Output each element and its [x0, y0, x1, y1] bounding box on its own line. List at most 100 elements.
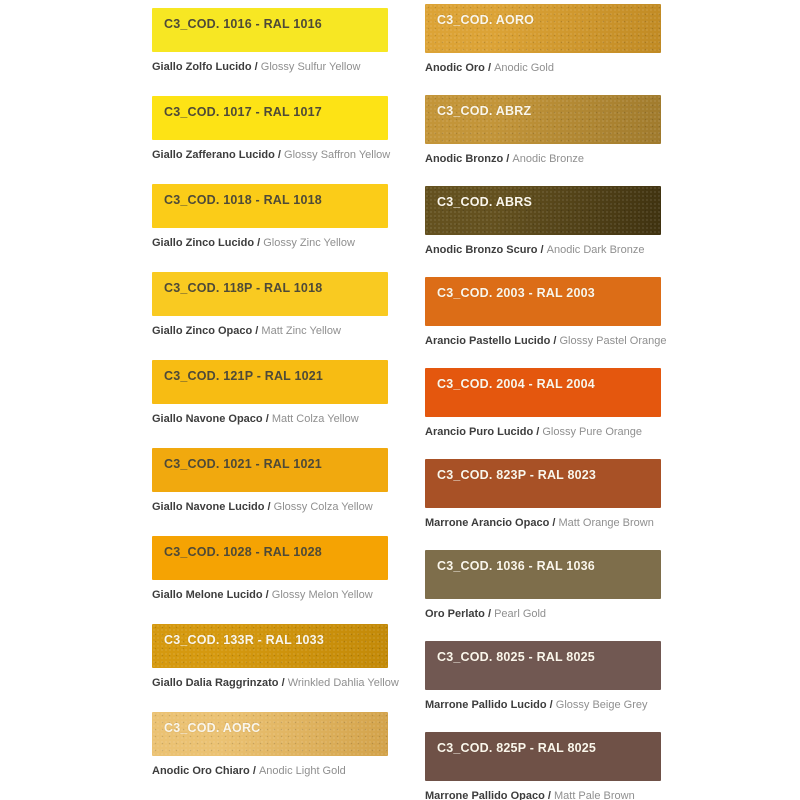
caption-italian: Giallo Zinco Lucido — [152, 237, 255, 249]
swatch-code-label: C3_COD. AORC — [164, 721, 261, 735]
color-swatch: C3_COD. ABRS — [425, 186, 661, 235]
swatch-caption: Giallo Zinco Opaco / Matt Zinc Yellow — [152, 324, 388, 339]
caption-italian: Marrone Pallido Lucido — [425, 699, 547, 711]
swatch-code-label: C3_COD. 133R - RAL 1033 — [164, 633, 324, 647]
color-swatch: C3_COD. 118P - RAL 1018 — [152, 272, 388, 316]
swatch-caption: Anodic Bronzo Scuro / Anodic Dark Bronze — [425, 243, 661, 258]
swatch-row: C3_COD. 133R - RAL 1033 Giallo Dalia Rag… — [152, 624, 399, 691]
swatch-row: C3_COD. 1018 - RAL 1018 Giallo Zinco Luc… — [152, 184, 388, 251]
caption-separator: / — [262, 413, 272, 425]
swatch-row: C3_COD. AORO Anodic Oro / Anodic Gold — [425, 4, 661, 76]
caption-italian: Giallo Navone Lucido — [152, 501, 265, 513]
color-swatch: C3_COD. 2004 - RAL 2004 — [425, 368, 661, 417]
caption-english: Glossy Melon Yellow — [271, 589, 373, 601]
swatch-row: C3_COD. 1028 - RAL 1028 Giallo Melone Lu… — [152, 536, 388, 603]
caption-italian: Giallo Zinco Opaco — [152, 325, 253, 337]
caption-english: Anodic Gold — [494, 62, 554, 74]
swatch-caption: Anodic Oro Chiaro / Anodic Light Gold — [152, 764, 388, 779]
caption-separator: / — [249, 765, 259, 777]
swatch-code-label: C3_COD. 1028 - RAL 1028 — [164, 545, 322, 559]
swatch-caption: Anodic Oro / Anodic Gold — [425, 61, 661, 76]
caption-english: Anodic Dark Bronze — [546, 244, 645, 256]
caption-separator: / — [537, 244, 547, 256]
caption-italian: Anodic Bronzo Scuro — [425, 244, 538, 256]
caption-english: Glossy Pastel Orange — [559, 335, 667, 347]
swatch-row: C3_COD. 1017 - RAL 1017 Giallo Zafferano… — [152, 96, 390, 163]
swatch-caption: Marrone Pallido Lucido / Glossy Beige Gr… — [425, 698, 661, 713]
caption-english: Anodic Bronze — [512, 153, 584, 165]
caption-english: Matt Pale Brown — [553, 790, 635, 800]
caption-english: Glossy Beige Grey — [555, 699, 648, 711]
swatch-caption: Giallo Zafferano Lucido / Glossy Saffron… — [152, 148, 390, 163]
caption-english: Matt Colza Yellow — [271, 413, 359, 425]
swatch-code-label: C3_COD. 1016 - RAL 1016 — [164, 17, 322, 31]
caption-italian: Anodic Bronzo — [425, 153, 504, 165]
caption-separator: / — [484, 62, 495, 74]
color-swatch: C3_COD. 1028 - RAL 1028 — [152, 536, 388, 580]
caption-italian: Giallo Zafferano Lucido — [152, 149, 275, 161]
caption-english: Pearl Gold — [494, 608, 547, 620]
swatch-caption: Marrone Arancio Opaco / Matt Orange Brow… — [425, 516, 661, 531]
caption-separator: / — [254, 237, 264, 249]
caption-italian: Marrone Arancio Opaco — [425, 517, 550, 529]
swatch-row: C3_COD. AORC Anodic Oro Chiaro / Anodic … — [152, 712, 388, 779]
caption-italian: Giallo Melone Lucido — [152, 589, 263, 601]
swatch-row: C3_COD. 1036 - RAL 1036 Oro Perlato / Pe… — [425, 550, 661, 622]
swatch-code-label: C3_COD. 825P - RAL 8025 — [437, 741, 597, 755]
caption-separator: / — [484, 608, 495, 620]
caption-separator: / — [252, 325, 262, 337]
swatch-code-label: C3_COD. 1021 - RAL 1021 — [164, 457, 322, 471]
caption-separator: / — [546, 699, 556, 711]
swatch-caption: Anodic Bronzo / Anodic Bronze — [425, 152, 661, 167]
swatch-caption: Giallo Melone Lucido / Glossy Melon Yell… — [152, 588, 388, 603]
swatch-code-label: C3_COD. 121P - RAL 1021 — [164, 369, 324, 383]
swatch-row: C3_COD. 2003 - RAL 2003 Arancio Pastello… — [425, 277, 666, 349]
caption-italian: Giallo Navone Opaco — [152, 413, 263, 425]
caption-italian: Arancio Puro Lucido — [425, 426, 534, 438]
swatch-caption: Marrone Pallido Opaco / Matt Pale Brown — [425, 789, 661, 800]
color-swatch: C3_COD. 8025 - RAL 8025 — [425, 641, 661, 690]
caption-separator: / — [544, 790, 554, 800]
swatch-code-label: C3_COD. 2004 - RAL 2004 — [437, 377, 595, 391]
color-swatch: C3_COD. 1036 - RAL 1036 — [425, 550, 661, 599]
caption-separator: / — [533, 426, 543, 438]
caption-italian: Anodic Oro — [425, 62, 485, 74]
swatch-row: C3_COD. 1021 - RAL 1021 Giallo Navone Lu… — [152, 448, 388, 515]
swatch-caption: Giallo Dalia Raggrinzato / Wrinkled Dahl… — [152, 676, 399, 691]
swatch-code-label: C3_COD. 1036 - RAL 1036 — [437, 559, 595, 573]
caption-english: Glossy Sulfur Yellow — [260, 61, 361, 73]
caption-english: Anodic Light Gold — [258, 765, 346, 777]
swatch-caption: Giallo Zinco Lucido / Glossy Zinc Yellow — [152, 236, 388, 251]
color-swatch: C3_COD. ABRZ — [425, 95, 661, 144]
caption-separator: / — [264, 501, 274, 513]
caption-english: Glossy Pure Orange — [542, 426, 643, 438]
color-swatch: C3_COD. 825P - RAL 8025 — [425, 732, 661, 781]
caption-english: Matt Zinc Yellow — [261, 325, 341, 337]
caption-italian: Arancio Pastello Lucido — [425, 335, 551, 347]
swatch-code-label: C3_COD. 8025 - RAL 8025 — [437, 650, 595, 664]
caption-separator: / — [274, 149, 285, 161]
swatch-caption: Giallo Zolfo Lucido / Glossy Sulfur Yell… — [152, 60, 388, 75]
color-swatch: C3_COD. 823P - RAL 8023 — [425, 459, 661, 508]
swatch-row: C3_COD. 825P - RAL 8025 Marrone Pallido … — [425, 732, 661, 800]
color-swatch: C3_COD. 121P - RAL 1021 — [152, 360, 388, 404]
swatch-row: C3_COD. ABRS Anodic Bronzo Scuro / Anodi… — [425, 186, 661, 258]
swatch-code-label: C3_COD. 1017 - RAL 1017 — [164, 105, 322, 119]
swatch-code-label: C3_COD. AORO — [437, 13, 535, 27]
swatch-caption: Arancio Pastello Lucido / Glossy Pastel … — [425, 334, 666, 349]
caption-english: Glossy Colza Yellow — [273, 501, 373, 513]
swatch-code-label: C3_COD. 2003 - RAL 2003 — [437, 286, 595, 300]
caption-italian: Anodic Oro Chiaro — [152, 765, 250, 777]
swatch-code-label: C3_COD. ABRS — [437, 195, 533, 209]
swatch-caption: Arancio Puro Lucido / Glossy Pure Orange — [425, 425, 661, 440]
caption-italian: Giallo Dalia Raggrinzato — [152, 677, 279, 689]
swatch-code-label: C3_COD. 118P - RAL 1018 — [164, 281, 323, 295]
caption-separator: / — [549, 517, 559, 529]
swatch-row: C3_COD. 1016 - RAL 1016 Giallo Zolfo Luc… — [152, 8, 388, 75]
swatch-code-label: C3_COD. 1018 - RAL 1018 — [164, 193, 322, 207]
caption-separator: / — [251, 61, 261, 73]
caption-italian: Giallo Zolfo Lucido — [152, 61, 252, 73]
caption-italian: Marrone Pallido Opaco — [425, 790, 545, 800]
color-swatch: C3_COD. AORO — [425, 4, 661, 53]
